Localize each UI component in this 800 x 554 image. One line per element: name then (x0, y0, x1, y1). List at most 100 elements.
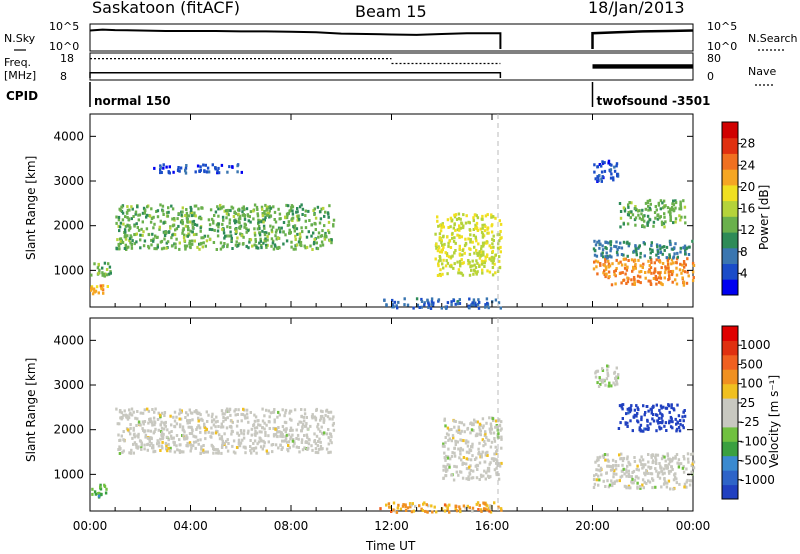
scatter-cell (287, 444, 290, 447)
scatter-cell (649, 466, 652, 470)
scatter-cell (330, 435, 333, 439)
scatter-cell (468, 506, 471, 510)
scatter-cell (301, 230, 304, 234)
scatter-cell (688, 483, 692, 487)
scatter-cell (453, 262, 456, 266)
scatter-cell (640, 415, 643, 419)
scatter-cell (486, 213, 489, 217)
scatter-cell (215, 415, 218, 419)
scatter-cell (403, 303, 406, 307)
scatter-cell (313, 440, 316, 444)
scatter-cell (661, 245, 664, 249)
scatter-cell (665, 266, 668, 270)
scatter-cell (143, 211, 146, 215)
scatter-cell (458, 505, 461, 509)
freq-tick-bottom: 8 (60, 70, 67, 83)
scatter-cell (646, 418, 649, 422)
scatter-cell (153, 410, 156, 414)
scatter-cell (633, 259, 637, 263)
scatter-cell (295, 243, 298, 247)
scatter-cell (153, 449, 157, 453)
scatter-cell (162, 166, 165, 170)
scatter-cell (245, 227, 248, 231)
scatter-cell (691, 452, 695, 456)
scatter-cell (160, 420, 163, 424)
scatter-cell (293, 441, 296, 445)
freq-panel: Freq. [MHz] 18 8 80 0 Nave (4, 52, 776, 86)
scatter-cell (188, 441, 192, 445)
scatter-cell (641, 266, 644, 269)
scatter-cell (297, 446, 300, 449)
scatter-cell (633, 283, 636, 286)
scatter-cell (229, 424, 233, 428)
scatter-cell (317, 235, 320, 239)
scatter-cell (261, 419, 265, 423)
colorbar-segment (722, 383, 738, 399)
scatter-cell (436, 249, 440, 253)
scatter-cell (293, 408, 297, 412)
scatter-cell (595, 265, 598, 269)
scatter-cell (140, 227, 143, 231)
colorbar-segment (722, 263, 738, 280)
scatter-cell (116, 238, 119, 242)
scatter-cell (242, 235, 245, 239)
scatter-cell (109, 270, 112, 274)
scatter-cell (235, 424, 239, 428)
scatter-cell (444, 441, 447, 445)
scatter-cell (470, 268, 473, 272)
scatter-cell (447, 255, 451, 259)
scatter-cell (458, 456, 461, 460)
scatter-cell (605, 251, 608, 255)
scatter-cell (616, 382, 619, 386)
scatter-cell (450, 255, 453, 259)
scatter-cell (181, 428, 184, 432)
scatter-cell (630, 404, 633, 408)
scatter-cell (601, 367, 604, 371)
scatter-cell (596, 456, 599, 460)
scatter-cell (307, 437, 310, 441)
scatter-cell (315, 241, 318, 245)
scatter-cell (292, 438, 295, 441)
scatter-cell (609, 468, 613, 472)
scatter-cell (652, 224, 655, 228)
noise-right-tick-top: 10^5 (707, 20, 737, 33)
scatter-cell (625, 268, 629, 272)
scatter-cell (493, 437, 496, 440)
scatter-cell (437, 262, 440, 266)
scatter-cell (319, 429, 322, 433)
scatter-cell (645, 468, 648, 472)
scatter-cell (606, 479, 609, 483)
scatter-cell (443, 242, 446, 246)
scatter-cell (252, 209, 255, 213)
scatter-cell (183, 244, 187, 248)
scatter-cell (474, 226, 477, 230)
scatter-cell (682, 455, 685, 458)
scatter-cell (159, 166, 162, 169)
scatter-cell (156, 243, 159, 247)
scatter-cell (304, 209, 307, 213)
scatter-cell (328, 204, 331, 208)
scatter-cell (329, 438, 332, 442)
y-tick-label: 4000 (53, 129, 84, 143)
scatter-cell (666, 466, 669, 470)
scatter-cell (483, 261, 486, 265)
scatter-cell (206, 234, 210, 238)
scatter-cell (257, 423, 260, 427)
scatter-cell (620, 403, 624, 407)
scatter-cell (604, 383, 607, 387)
scatter-cell (489, 445, 493, 449)
scatter-cell (598, 246, 601, 250)
scatter-cell (469, 238, 472, 241)
scatter-cell (269, 224, 272, 228)
scatter-cell (292, 444, 295, 448)
scatter-cell (467, 237, 470, 241)
colorbar-segment (722, 200, 738, 217)
scatter-cell (461, 448, 465, 452)
colorbar-segment (722, 326, 738, 341)
scatter-cell (653, 267, 657, 271)
scatter-cell (274, 427, 277, 431)
scatter-cell (248, 215, 251, 219)
scatter-cell (682, 280, 686, 284)
scatter-cell (135, 222, 138, 226)
